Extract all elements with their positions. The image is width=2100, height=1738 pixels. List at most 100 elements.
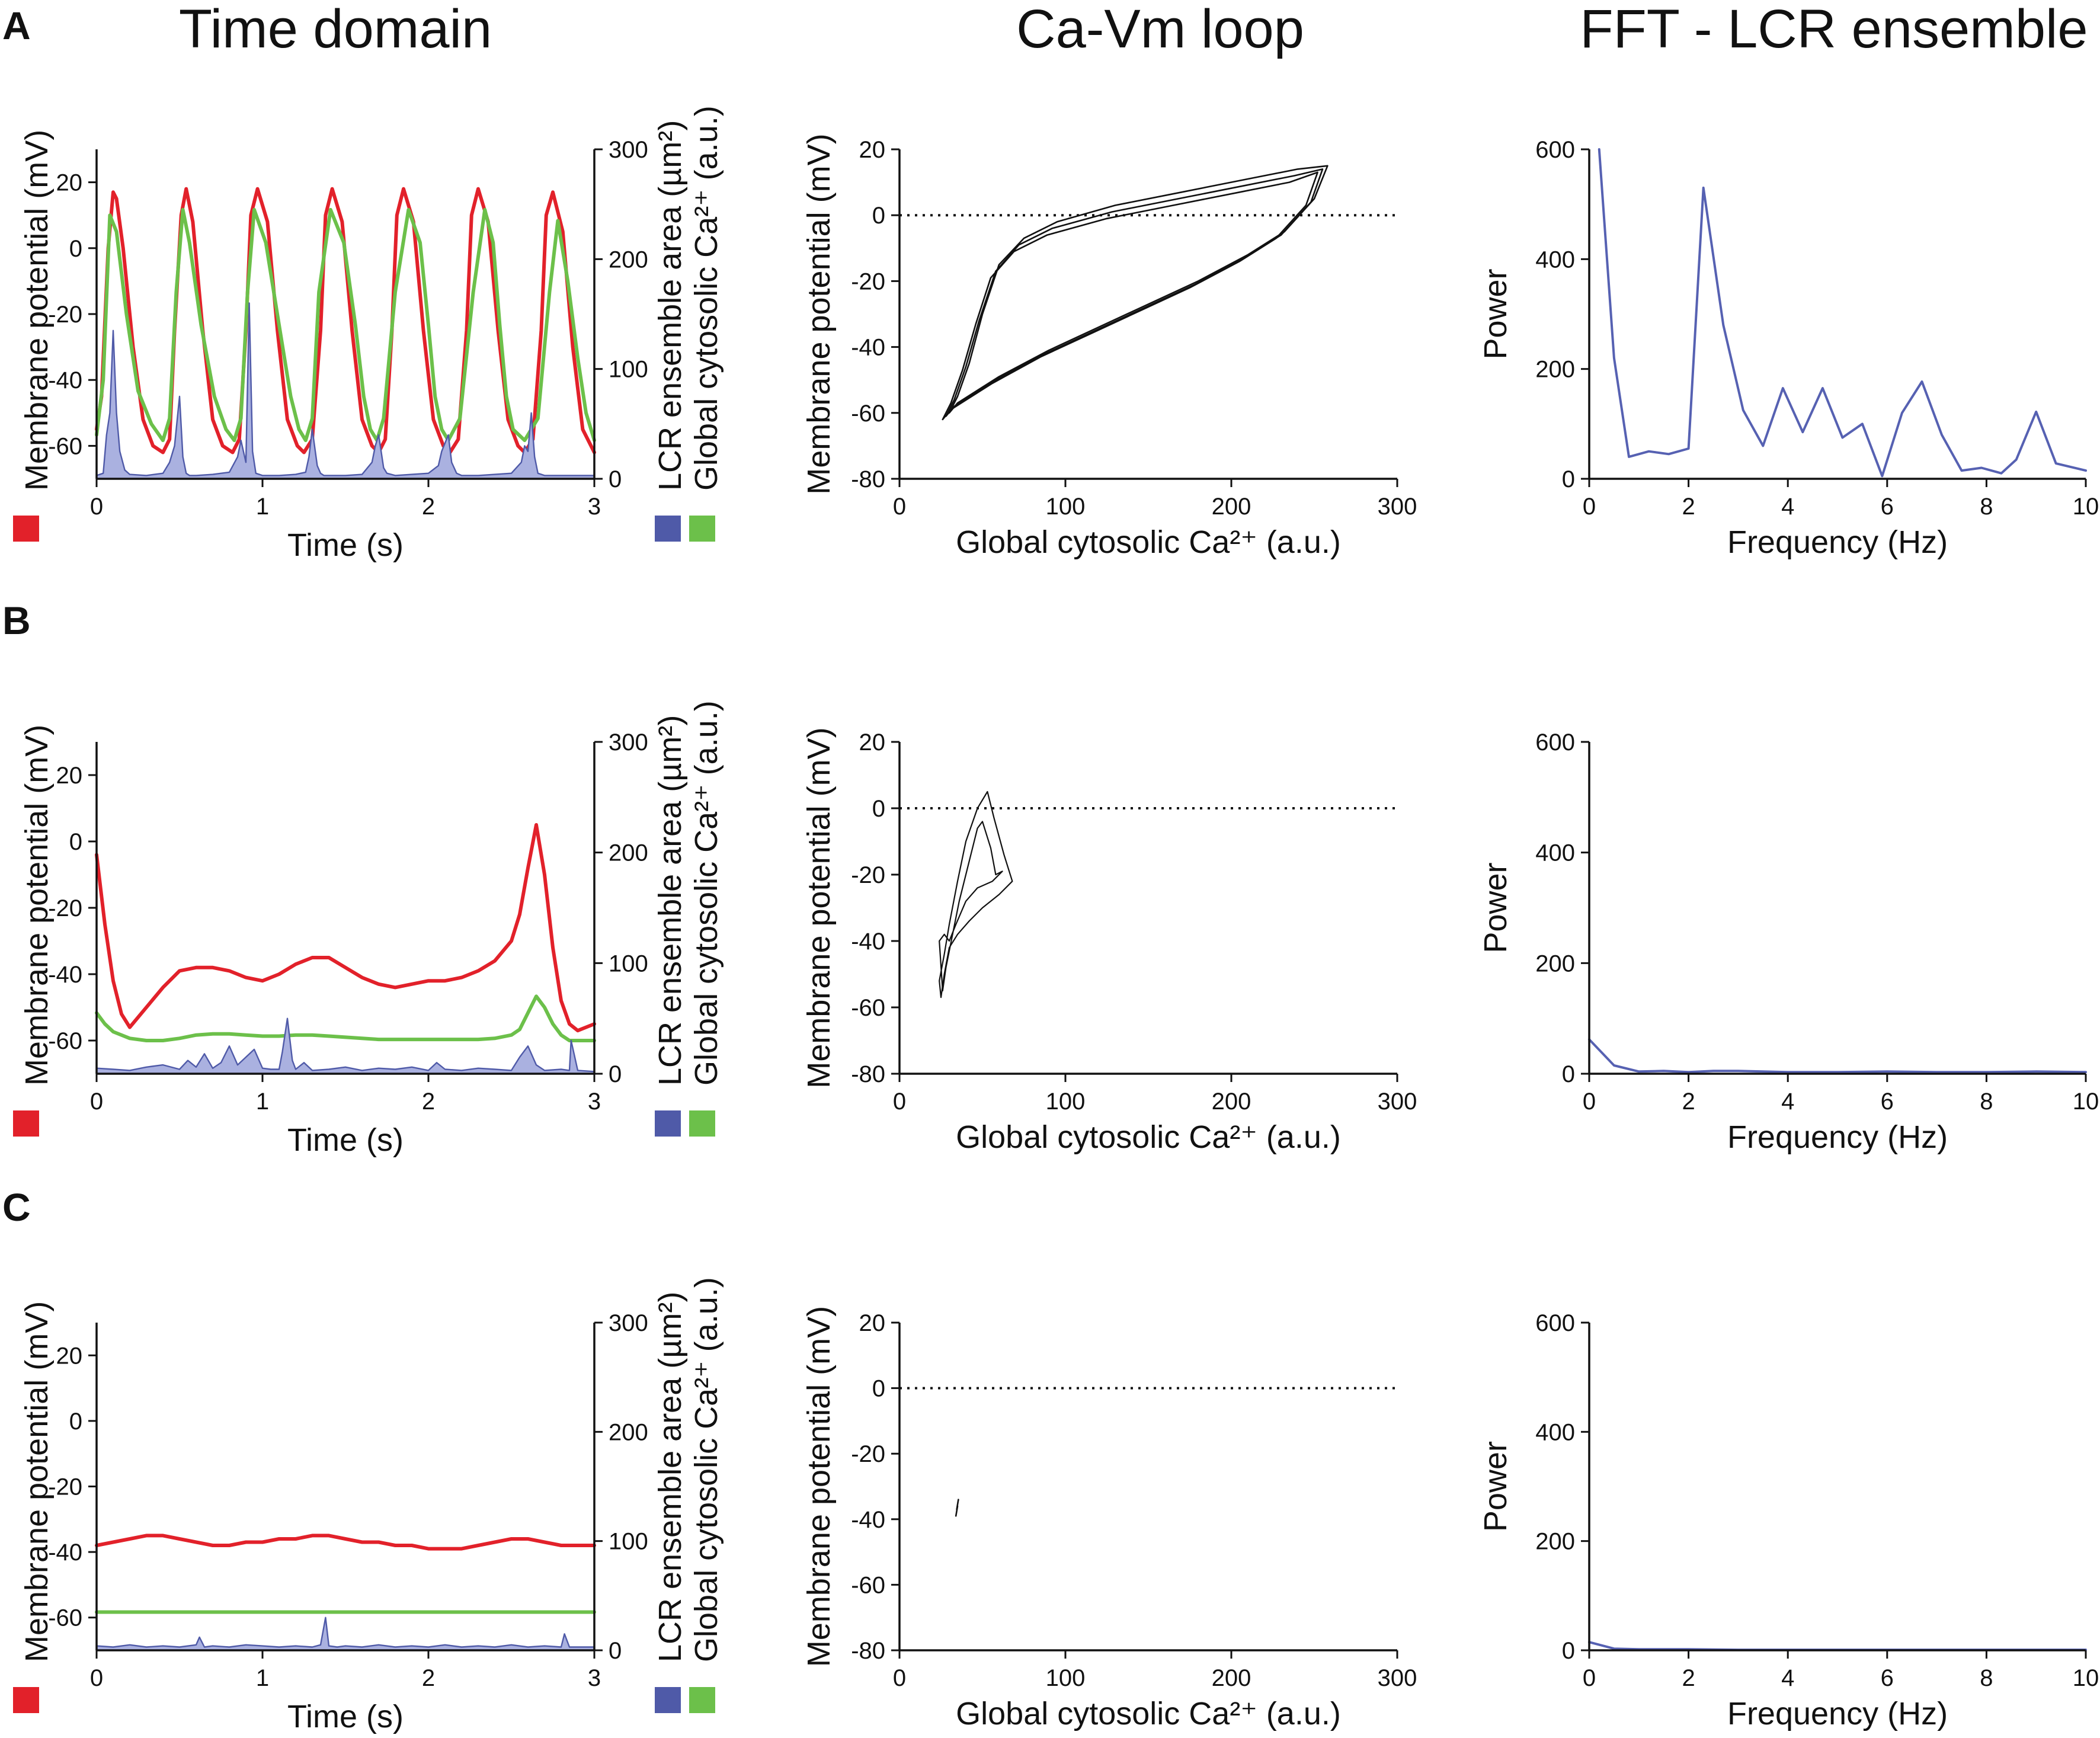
panel-b-time-y-label: Membrane potential (mV) xyxy=(19,725,55,1086)
panel-a-time-x-tick-label: 2 xyxy=(422,494,435,520)
panel-c-time-lcr-area xyxy=(97,1617,594,1650)
panel-c-fft-y-label: Power xyxy=(1478,1441,1513,1532)
panel-a-time-series-global-cytosolic-ca2--1 xyxy=(95,207,596,443)
panel-c-loop: 0 100 200 300 -80 -60 -40 -20 0 20 Global cytosoli… xyxy=(801,1306,1417,1731)
panel-a-time-y-label: Membrane potential (mV) xyxy=(19,130,55,491)
panel-c-time-x-label: Time (s) xyxy=(287,1699,404,1734)
panel-a-fft: 0 2 4 6 8 10 0 200 400 600 Frequency (Hz) Power xyxy=(1478,137,2099,560)
panel-c-time-y-tick-label: 20 xyxy=(56,1343,83,1369)
panel-b-time-x-tick-label: 0 xyxy=(90,1089,103,1115)
panel-c-loop-y-tick-label: -80 xyxy=(851,1638,885,1664)
panel-a-time-y2-tick-label: 0 xyxy=(609,466,622,492)
panel-b-fft-x-tick-label: 6 xyxy=(1881,1089,1894,1115)
panel-b-loop-y-label: Membrane potential (mV) xyxy=(801,727,837,1088)
panel-a-loop: 0 100 200 300 -80 -60 -40 -20 0 20 Global cytosoli… xyxy=(801,133,1417,560)
panel-a-time-y2-tick-label: 300 xyxy=(609,137,648,163)
panel-c-time-y2-label-lcr: LCR ensemble area (µm²) xyxy=(652,1292,688,1662)
panel-c-loop-x-tick-label: 300 xyxy=(1378,1665,1417,1691)
panel-a-time-legend-vm-swatch xyxy=(13,516,39,542)
panel-b-time-y-tick-label: -20 xyxy=(48,895,82,921)
panel-c-time-legend-vm-swatch xyxy=(13,1687,39,1713)
row-label-b: B xyxy=(2,598,31,642)
panel-c-fft-y-tick-label: 600 xyxy=(1535,1310,1575,1336)
panel-b-time-legend-lcr-swatch xyxy=(655,1110,681,1137)
panel-a-time-legend-lcr-swatch xyxy=(655,516,681,542)
panel-a-loop-series-loop-0 xyxy=(948,165,1328,414)
panel-b-loop-x-tick-label: 100 xyxy=(1046,1089,1086,1115)
panel-c-fft-x-tick-label: 10 xyxy=(2073,1665,2099,1691)
panel-a-fft-x-tick-label: 6 xyxy=(1881,494,1894,520)
panel-a-fft-y-tick-label: 200 xyxy=(1535,357,1575,383)
panel-c-time-y-label: Membrane potential (mV) xyxy=(19,1301,55,1662)
panel-a-fft-y-tick-label: 0 xyxy=(1562,466,1575,492)
panel-c-loop-y-tick-label: 20 xyxy=(859,1310,886,1336)
panel-c-time-y2-tick-label: 200 xyxy=(609,1419,648,1445)
panel-c-fft-x-tick-label: 6 xyxy=(1881,1665,1894,1691)
panel-a-fft-y-label: Power xyxy=(1478,268,1513,359)
panel-b-time-y2-tick-label: 100 xyxy=(609,950,648,977)
panel-a-loop-x-tick-label: 200 xyxy=(1212,494,1251,520)
panel-c-loop-x-label: Global cytosolic Ca²⁺ (a.u.) xyxy=(956,1696,1341,1731)
panel-a-time-y2-tick-label: 200 xyxy=(609,247,648,273)
panel-b-fft-x-tick-label: 8 xyxy=(1980,1089,1993,1115)
panel-b-time-series-lcr-ensemble-area-2 xyxy=(95,1017,596,1073)
panel-c-loop-series-loop-0 xyxy=(955,1499,959,1517)
panel-a-loop-x-label: Global cytosolic Ca²⁺ (a.u.) xyxy=(956,524,1341,560)
panel-c-fft-y-tick-label: 400 xyxy=(1535,1419,1575,1445)
panel-b-time-y-tick-label: -40 xyxy=(48,962,82,988)
panel-c-loop-y-tick-label: -40 xyxy=(851,1507,885,1533)
row-labels: A B C xyxy=(2,4,31,1229)
panel-a-time-y-tick-label: -60 xyxy=(48,433,82,459)
panel-a-loop-x-tick-label: 100 xyxy=(1046,494,1086,520)
panel-b-fft-y-tick-label: 200 xyxy=(1535,950,1575,977)
panel-b-loop-y-tick-label: -40 xyxy=(851,929,885,955)
panel-b-fft-x-tick-label: 0 xyxy=(1583,1089,1596,1115)
panel-c-fft: 0 2 4 6 8 10 0 200 400 600 Frequency (Hz) Power xyxy=(1478,1310,2099,1731)
row-label-c: C xyxy=(2,1185,31,1229)
panel-c-fft-y-tick-label: 200 xyxy=(1535,1529,1575,1555)
panel-c-time-series-membrane-potential-0 xyxy=(95,1534,596,1551)
panel-c-time-legend-ca-swatch xyxy=(689,1687,715,1713)
panel-c-loop-x-tick-label: 100 xyxy=(1046,1665,1086,1691)
column-titles: Time domain Ca-Vm loop FFT - LCR ensembl… xyxy=(179,0,2088,59)
panel-a-loop-x-tick-label: 0 xyxy=(893,494,906,520)
panel-a-fft-y-tick-label: 600 xyxy=(1535,137,1575,163)
panel-b-time-y2-tick-label: 0 xyxy=(609,1061,622,1087)
panel-c-time-x-tick-label: 2 xyxy=(422,1665,435,1691)
panel-c-time-x-tick-label: 1 xyxy=(256,1665,269,1691)
panel-c-time-x-tick-label: 0 xyxy=(90,1665,103,1691)
panel-a-time-y-tick-label: -40 xyxy=(48,367,82,393)
panel-b-time-x-tick-label: 2 xyxy=(422,1089,435,1115)
panel-c-fft-x-tick-label: 0 xyxy=(1583,1665,1596,1691)
panel-b-time-y-tick-label: 20 xyxy=(56,763,83,789)
panel-c-time-legend-lcr-swatch xyxy=(655,1687,681,1713)
panel-b-time-y2-label-ca: Global cytosolic Ca²⁺ (a.u.) xyxy=(689,700,724,1086)
panel-b-time-x-label: Time (s) xyxy=(287,1122,404,1158)
panel-a-fft-x-tick-label: 10 xyxy=(2073,494,2099,520)
panel-c-fft-x-tick-label: 8 xyxy=(1980,1665,1993,1691)
panel-a-time-y-tick-label: -20 xyxy=(48,302,82,328)
panel-c-fft-x-tick-label: 4 xyxy=(1781,1665,1794,1691)
panel-a-fft-x-tick-label: 0 xyxy=(1583,494,1596,520)
panel-b-fft: 0 2 4 6 8 10 0 200 400 600 Frequency (Hz) Power xyxy=(1478,729,2099,1155)
panel-a-time-y2-label-lcr: LCR ensemble area (µm²) xyxy=(652,120,688,491)
panel-b-time-y2-tick-label: 200 xyxy=(609,840,648,866)
panel-b-time-x-tick-label: 1 xyxy=(256,1089,269,1115)
panel-a-time-y2-label-ca: Global cytosolic Ca²⁺ (a.u.) xyxy=(689,105,724,491)
panel-c-time-y-tick-label: -20 xyxy=(48,1474,82,1500)
panel-c-time-y2-tick-label: 100 xyxy=(609,1529,648,1555)
panel-c-loop-x-tick-label: 200 xyxy=(1212,1665,1251,1691)
panel-c-time-y2-label-ca: Global cytosolic Ca²⁺ (a.u.) xyxy=(689,1277,724,1662)
panel-c-loop-x-tick-label: 0 xyxy=(893,1665,906,1691)
panel-b-fft-x-tick-label: 2 xyxy=(1682,1089,1695,1115)
panel-b-time-series-membrane-potential-0 xyxy=(95,823,596,1033)
panel-b-time-y-tick-label: 0 xyxy=(69,829,82,855)
panel-c-fft-series-fft-0 xyxy=(1588,1641,2087,1651)
panel-a-loop-y-tick-label: 20 xyxy=(859,137,886,163)
panel-b-loop-x-tick-label: 300 xyxy=(1378,1089,1417,1115)
panel-a-fft-x-label: Frequency (Hz) xyxy=(1727,524,1948,560)
panel-b-loop-series-loop-0 xyxy=(939,790,1013,998)
